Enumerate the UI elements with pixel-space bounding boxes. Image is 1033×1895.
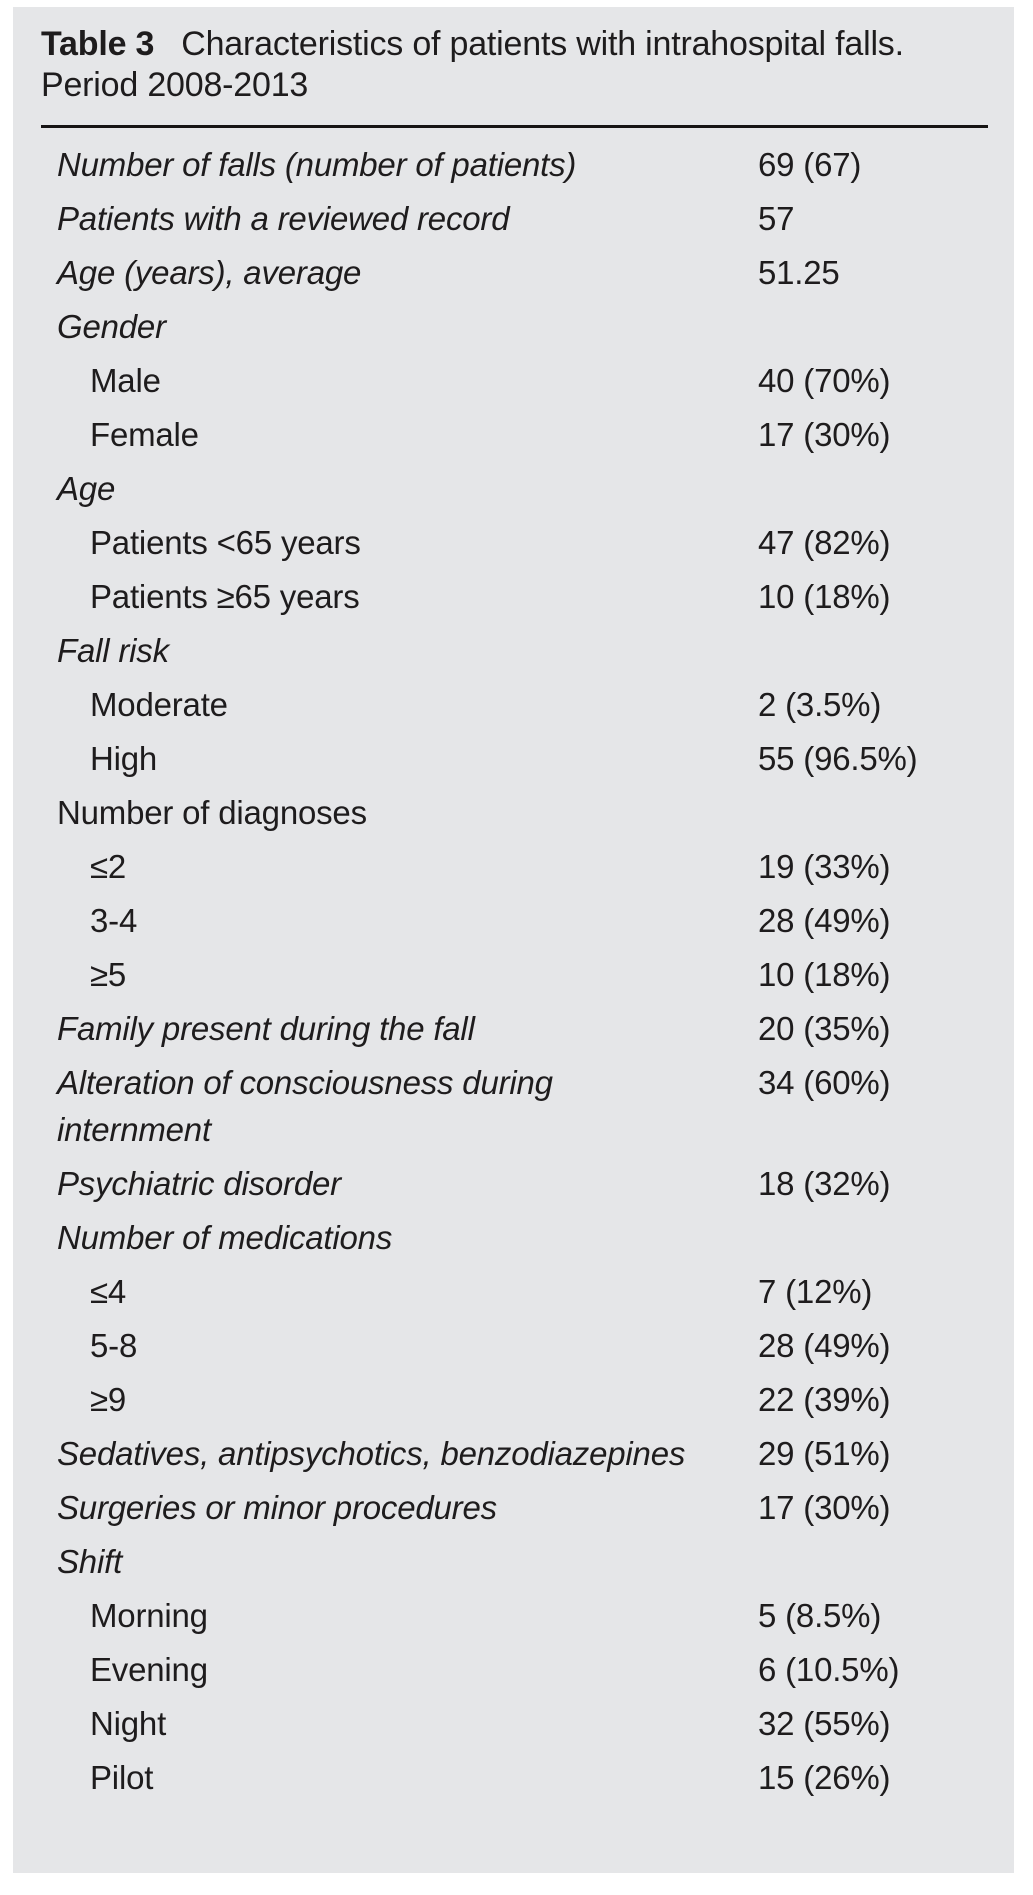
table-row: Family present during the fall 20 (35%) bbox=[41, 1005, 988, 1052]
row-label: Gender bbox=[57, 308, 166, 345]
table-row: Female 17 (30%) bbox=[41, 411, 988, 458]
row-label: ≤4 bbox=[90, 1273, 127, 1310]
table-row: Gender bbox=[41, 303, 988, 350]
table-row: Night 32 (55%) bbox=[41, 1700, 988, 1747]
row-label: Patients with a reviewed record bbox=[57, 200, 510, 237]
table-row: Number of falls (number of patients) 69 (… bbox=[41, 141, 988, 188]
table-row: Patients <65 years 47 (82%) bbox=[41, 519, 988, 566]
table-row: Number of diagnoses bbox=[41, 789, 988, 836]
row-label: Alteration of consciousness during inter… bbox=[57, 1064, 553, 1148]
row-label: Evening bbox=[90, 1651, 208, 1688]
row-label: 5-8 bbox=[90, 1327, 138, 1364]
row-label: Number of falls (number of patients) bbox=[57, 146, 577, 183]
row-label: 3-4 bbox=[90, 902, 138, 939]
table-row: Age (years), average 51.25 bbox=[41, 249, 988, 296]
row-label: Patients ≥65 years bbox=[90, 578, 360, 615]
table-row: High 55 (96.5%) bbox=[41, 735, 988, 782]
row-label: Sedatives, antipsychotics, benzodiazepin… bbox=[57, 1435, 686, 1472]
table-row: Patients ≥65 years 10 (18%) bbox=[41, 573, 988, 620]
row-label: Surgeries or minor procedures bbox=[57, 1489, 497, 1526]
table-row: 5-8 28 (49%) bbox=[41, 1322, 988, 1369]
row-label: Fall risk bbox=[57, 632, 169, 669]
table-caption-line1: Table 3 Characteristics of patients with … bbox=[41, 24, 988, 65]
table-row: Pilot 15 (26%) bbox=[41, 1754, 988, 1801]
row-value: 15 (26%) bbox=[758, 1759, 891, 1796]
row-value: 20 (35%) bbox=[758, 1010, 891, 1047]
row-value: 57 bbox=[758, 200, 795, 237]
table-3-panel: Table 3 Characteristics of patients with … bbox=[13, 7, 1014, 1873]
row-label: Number of medications bbox=[57, 1219, 393, 1256]
table-row: Shift bbox=[41, 1538, 988, 1585]
table-row: Fall risk bbox=[41, 627, 988, 674]
row-value: 2 (3.5%) bbox=[758, 686, 882, 723]
row-label: Morning bbox=[90, 1597, 208, 1634]
table-subtitle: Period 2008-2013 bbox=[41, 66, 309, 104]
row-value: 10 (18%) bbox=[758, 578, 891, 615]
row-label: ≤2 bbox=[90, 848, 127, 885]
table-body: Number of falls (number of patients) 69 (… bbox=[41, 141, 988, 1801]
row-value: 47 (82%) bbox=[758, 524, 891, 561]
row-label: Family present during the fall bbox=[57, 1010, 475, 1047]
row-label: Pilot bbox=[90, 1759, 154, 1796]
row-value: 6 (10.5%) bbox=[758, 1651, 900, 1688]
row-value: 19 (33%) bbox=[758, 848, 891, 885]
row-value: 17 (30%) bbox=[758, 416, 891, 453]
row-label: High bbox=[90, 740, 158, 777]
row-label: Shift bbox=[57, 1543, 123, 1580]
row-value: 34 (60%) bbox=[758, 1064, 891, 1101]
table-row: Moderate 2 (3.5%) bbox=[41, 681, 988, 728]
table-row: ≤2 19 (33%) bbox=[41, 843, 988, 890]
row-label: Female bbox=[90, 416, 199, 453]
table-row: ≥5 10 (18%) bbox=[41, 951, 988, 998]
row-value: 69 (67) bbox=[758, 146, 862, 183]
row-value: 22 (39%) bbox=[758, 1381, 891, 1418]
table-row: ≥9 22 (39%) bbox=[41, 1376, 988, 1423]
row-label: Night bbox=[90, 1705, 167, 1742]
table-row: Age bbox=[41, 465, 988, 512]
row-value: 40 (70%) bbox=[758, 362, 891, 399]
row-label: Psychiatric disorder bbox=[57, 1165, 341, 1202]
row-value: 32 (55%) bbox=[758, 1705, 891, 1742]
table-row: Alteration of consciousness during inter… bbox=[41, 1059, 988, 1153]
table-row: 3-4 28 (49%) bbox=[41, 897, 988, 944]
row-label: Moderate bbox=[90, 686, 228, 723]
row-value: 7 (12%) bbox=[758, 1273, 873, 1310]
row-label: ≥5 bbox=[90, 956, 127, 993]
row-value: 29 (51%) bbox=[758, 1435, 891, 1472]
table-caption-block: Table 3 Characteristics of patients with … bbox=[41, 24, 988, 106]
table-row: Morning 5 (8.5%) bbox=[41, 1592, 988, 1639]
row-value: 5 (8.5%) bbox=[758, 1597, 882, 1634]
table-row: Evening 6 (10.5%) bbox=[41, 1646, 988, 1693]
header-rule bbox=[41, 125, 988, 128]
table-row: ≤4 7 (12%) bbox=[41, 1268, 988, 1315]
row-value: 18 (32%) bbox=[758, 1165, 891, 1202]
table-row: Male 40 (70%) bbox=[41, 357, 988, 404]
table-row: Patients with a reviewed record 57 bbox=[41, 195, 988, 242]
table-caption: Characteristics of patients with intraho… bbox=[181, 25, 904, 63]
row-label: ≥9 bbox=[90, 1381, 127, 1418]
table-row: Number of medications bbox=[41, 1214, 988, 1261]
row-value: 51.25 bbox=[758, 254, 840, 291]
table-row: Psychiatric disorder 18 (32%) bbox=[41, 1160, 988, 1207]
row-label: Age bbox=[57, 470, 116, 507]
row-value: 10 (18%) bbox=[758, 956, 891, 993]
row-value: 28 (49%) bbox=[758, 902, 891, 939]
table-label: Table 3 bbox=[41, 25, 155, 63]
row-value: 28 (49%) bbox=[758, 1327, 891, 1364]
row-value: 17 (30%) bbox=[758, 1489, 891, 1526]
table-inner: Table 3 Characteristics of patients with … bbox=[13, 7, 1014, 1801]
row-value: 55 (96.5%) bbox=[758, 740, 918, 777]
row-label: Age (years), average bbox=[57, 254, 362, 291]
row-label: Patients <65 years bbox=[90, 524, 361, 561]
table-row: Surgeries or minor procedures 17 (30%) bbox=[41, 1484, 988, 1531]
row-label: Male bbox=[90, 362, 161, 399]
table-row: Sedatives, antipsychotics, benzodiazepin… bbox=[41, 1430, 988, 1477]
row-label: Number of diagnoses bbox=[57, 794, 367, 831]
